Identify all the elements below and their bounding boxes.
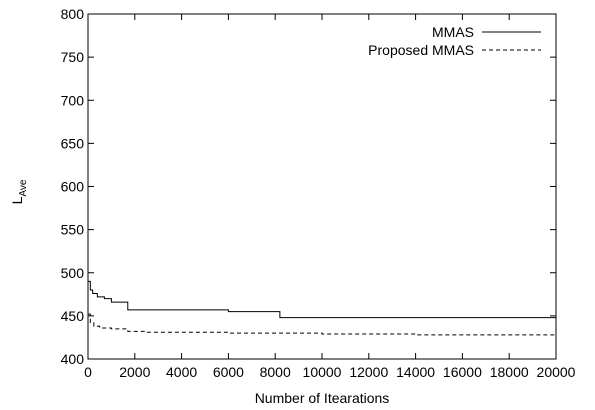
y-axis-label: LAve [9,179,29,204]
x-tick-label: 18000 [490,364,529,380]
y-tick-label: 800 [61,6,85,22]
legend-label-mmas: MMAS [432,24,474,40]
x-tick-label: 16000 [443,364,482,380]
y-tick-label: 750 [61,49,85,65]
x-tick-label: 12000 [349,364,388,380]
x-tick-label: 14000 [396,364,435,380]
y-tick-label: 700 [61,92,85,108]
y-axis-label-subscript: Ave [18,179,29,196]
y-tick-label: 500 [61,265,85,281]
series-layer [88,280,557,336]
y-axis-label-main: L [9,196,25,204]
series-line-proposed-mmas [88,313,557,336]
x-tick-label: 2000 [119,364,150,380]
x-axis-label: Number of Itearations [255,390,390,406]
legend: MMAS Proposed MMAS [368,24,541,58]
y-tick-label: 600 [61,179,85,195]
y-tick-label: 650 [61,135,85,151]
x-tick-label: 4000 [166,364,197,380]
legend-label-proposed-mmas: Proposed MMAS [368,42,474,58]
y-tick-label: 400 [61,351,85,367]
y-tick-label: 550 [61,222,85,238]
x-tick-label: 0 [84,364,92,380]
x-tick-label: 20000 [537,364,576,380]
series-line-mmas [88,280,557,319]
x-tick-label: 8000 [260,364,291,380]
x-tick-label: 6000 [213,364,244,380]
y-tick-label: 450 [61,308,85,324]
x-tick-label: 10000 [303,364,342,380]
plot-frame [87,13,557,360]
